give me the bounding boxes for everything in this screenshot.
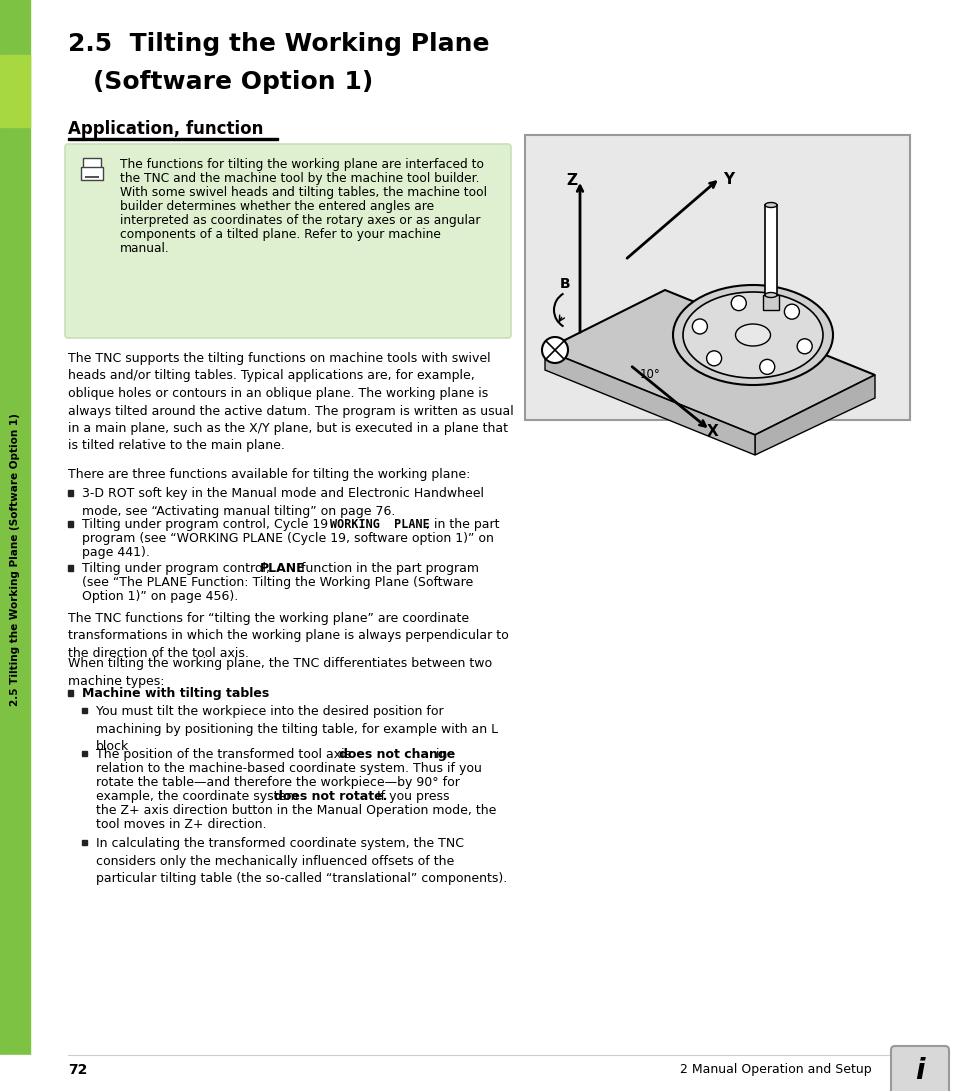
FancyBboxPatch shape bbox=[65, 144, 511, 338]
Text: The functions for tilting the working plane are interfaced to: The functions for tilting the working pl… bbox=[120, 158, 483, 171]
Text: the TNC and the machine tool by the machine tool builder.: the TNC and the machine tool by the mach… bbox=[120, 172, 479, 185]
Circle shape bbox=[541, 337, 567, 363]
Text: With some swivel heads and tilting tables, the machine tool: With some swivel heads and tilting table… bbox=[120, 185, 486, 199]
Polygon shape bbox=[544, 350, 754, 455]
Bar bbox=[68, 490, 73, 495]
Text: Tilting under program control,: Tilting under program control, bbox=[82, 562, 274, 575]
Text: WORKING  PLANE: WORKING PLANE bbox=[330, 518, 429, 531]
Ellipse shape bbox=[735, 324, 770, 346]
Bar bbox=[0, 55, 30, 127]
Text: does not rotate.: does not rotate. bbox=[274, 790, 387, 803]
Bar bbox=[83, 158, 101, 170]
Text: You must tilt the workpiece into the desired position for
machining by positioni: You must tilt the workpiece into the des… bbox=[96, 705, 497, 753]
Bar bbox=[524, 135, 909, 420]
Polygon shape bbox=[544, 290, 874, 435]
Text: There are three functions available for tilting the working plane:: There are three functions available for … bbox=[68, 468, 470, 481]
Text: , in the part: , in the part bbox=[426, 518, 499, 531]
Text: relation to the machine-based coordinate system. Thus if you: relation to the machine-based coordinate… bbox=[96, 762, 481, 775]
Text: page 441).: page 441). bbox=[82, 546, 150, 559]
Text: example, the coordinate system: example, the coordinate system bbox=[96, 790, 302, 803]
Text: In calculating the transformed coordinate system, the TNC
considers only the mec: In calculating the transformed coordinat… bbox=[96, 837, 507, 885]
Text: PLANE: PLANE bbox=[260, 562, 305, 575]
Bar bbox=[68, 137, 277, 140]
Text: 3-D ROT soft key in the Manual mode and Electronic Handwheel
mode, see “Activati: 3-D ROT soft key in the Manual mode and … bbox=[82, 487, 483, 517]
Text: 2.5  Tilting the Working Plane: 2.5 Tilting the Working Plane bbox=[68, 32, 489, 56]
Bar bbox=[82, 751, 87, 756]
Text: 2.5 Tilting the Working Plane (Software Option 1): 2.5 Tilting the Working Plane (Software … bbox=[10, 413, 20, 707]
Circle shape bbox=[692, 319, 706, 334]
Bar bbox=[764, 205, 776, 295]
Text: function in the part program: function in the part program bbox=[296, 562, 478, 575]
Circle shape bbox=[731, 296, 745, 311]
Bar bbox=[0, 0, 30, 1091]
Bar bbox=[85, 176, 99, 178]
Text: 72: 72 bbox=[68, 1063, 88, 1077]
Bar bbox=[82, 708, 87, 714]
Text: interpreted as coordinates of the rotary axes or as angular: interpreted as coordinates of the rotary… bbox=[120, 214, 480, 227]
Ellipse shape bbox=[672, 285, 832, 385]
FancyBboxPatch shape bbox=[890, 1046, 948, 1091]
Text: in: in bbox=[432, 748, 447, 762]
Text: tool moves in Z+ direction.: tool moves in Z+ direction. bbox=[96, 818, 266, 831]
Circle shape bbox=[797, 339, 811, 353]
Bar bbox=[81, 167, 103, 180]
Circle shape bbox=[706, 351, 720, 365]
Bar bbox=[82, 840, 87, 846]
Text: builder determines whether the entered angles are: builder determines whether the entered a… bbox=[120, 200, 434, 213]
Ellipse shape bbox=[682, 292, 822, 377]
Text: 2 Manual Operation and Setup: 2 Manual Operation and Setup bbox=[679, 1063, 871, 1076]
Text: manual.: manual. bbox=[120, 242, 170, 255]
Ellipse shape bbox=[764, 203, 776, 207]
Circle shape bbox=[759, 359, 774, 374]
Text: Machine with tilting tables: Machine with tilting tables bbox=[82, 687, 269, 700]
Text: Application, function: Application, function bbox=[68, 120, 263, 137]
Text: program (see “WORKING PLANE (Cycle 19, software option 1)” on: program (see “WORKING PLANE (Cycle 19, s… bbox=[82, 532, 494, 546]
Text: B: B bbox=[559, 277, 570, 291]
Text: (Software Option 1): (Software Option 1) bbox=[92, 70, 373, 94]
Bar bbox=[0, 1055, 953, 1091]
Text: The TNC functions for “tilting the working plane” are coordinate
transformations: The TNC functions for “tilting the worki… bbox=[68, 612, 508, 660]
Text: Option 1)” on page 456).: Option 1)” on page 456). bbox=[82, 590, 238, 603]
Text: 10°: 10° bbox=[639, 368, 660, 381]
Polygon shape bbox=[754, 375, 874, 455]
Text: the Z+ axis direction button in the Manual Operation mode, the: the Z+ axis direction button in the Manu… bbox=[96, 804, 496, 817]
Text: rotate the table—and therefore the workpiece—by 90° for: rotate the table—and therefore the workp… bbox=[96, 776, 459, 789]
Text: Tilting under program control, Cycle 19: Tilting under program control, Cycle 19 bbox=[82, 518, 332, 531]
Circle shape bbox=[783, 304, 799, 320]
Text: components of a tilted plane. Refer to your machine: components of a tilted plane. Refer to y… bbox=[120, 228, 440, 241]
Text: i: i bbox=[914, 1057, 923, 1086]
Bar bbox=[68, 565, 73, 571]
Text: does not change: does not change bbox=[338, 748, 455, 762]
Text: (see “The PLANE Function: Tilting the Working Plane (Software: (see “The PLANE Function: Tilting the Wo… bbox=[82, 576, 473, 589]
Bar bbox=[762, 295, 779, 310]
Bar bbox=[68, 690, 73, 695]
Text: Z: Z bbox=[565, 173, 577, 188]
Text: The position of the transformed tool axis: The position of the transformed tool axi… bbox=[96, 748, 355, 762]
Ellipse shape bbox=[764, 292, 776, 298]
Text: When tilting the working plane, the TNC differentiates between two
machine types: When tilting the working plane, the TNC … bbox=[68, 657, 492, 687]
Bar bbox=[68, 521, 73, 527]
Text: The TNC supports the tilting functions on machine tools with swivel
heads and/or: The TNC supports the tilting functions o… bbox=[68, 352, 514, 453]
Text: X: X bbox=[706, 424, 718, 439]
Text: Y: Y bbox=[722, 172, 734, 187]
Text: If you press: If you press bbox=[369, 790, 449, 803]
